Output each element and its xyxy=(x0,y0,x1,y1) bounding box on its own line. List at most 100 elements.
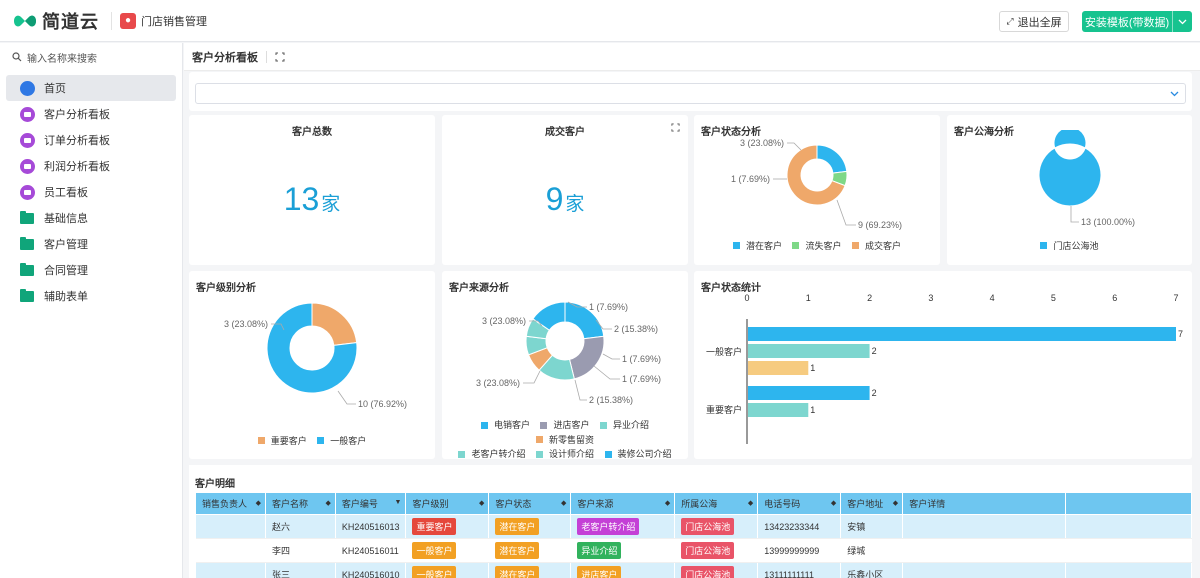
sidebar-item-order-dashboard[interactable]: 订单分析看板 xyxy=(6,127,176,153)
brand-logo[interactable]: 简道云 xyxy=(12,8,99,34)
folder-icon xyxy=(19,262,35,278)
sidebar-item-contract-management[interactable]: 合同管理 xyxy=(6,257,176,283)
legend-item[interactable]: 进店客户 xyxy=(540,418,590,432)
legend-item[interactable]: 重要客户 xyxy=(257,434,307,447)
sort-icon[interactable]: ◆ xyxy=(747,500,754,507)
dashboard-icon xyxy=(19,184,35,200)
filter-select[interactable] xyxy=(195,83,1186,104)
table-title: 客户明细 xyxy=(195,479,235,490)
exit-fullscreen-label: 退出全屏 xyxy=(1017,16,1062,29)
customer-table: 销售负责人 ◆ 客户名称 ◆ 客户编号 ▼ 客户级别 ◆ 客户状态 ◆ 客户来源 ◆ 所属公… xyxy=(195,492,1192,578)
chart-legend: 电销客户 进店客户 异业介绍 新零售留资 老客户转介绍 设计师介绍 装修公司介绍 xyxy=(442,418,688,462)
sort-desc-icon[interactable]: ▼ xyxy=(394,499,402,506)
pie-slice[interactable] xyxy=(266,302,358,394)
sidebar-item-basic-info[interactable]: 基础信息 xyxy=(6,205,176,231)
folder-icon xyxy=(19,236,35,252)
pie-slice[interactable] xyxy=(568,335,605,380)
chart-legend: 门店公海池 xyxy=(947,239,1192,252)
sort-icon[interactable]: ◆ xyxy=(664,500,671,507)
table-row[interactable]: 赵六 KH240516013 重要客户 潜在客户 老客户转介绍 门店公海池 13… xyxy=(195,514,1192,539)
fullscreen-icon[interactable] xyxy=(275,52,285,62)
folder-icon xyxy=(19,288,35,304)
bar[interactable] xyxy=(748,361,809,375)
legend-item[interactable]: 电销客户 xyxy=(480,418,530,432)
legend-label: 装修公司介绍 xyxy=(617,449,672,459)
expand-icon[interactable] xyxy=(671,123,680,135)
chart-card-status: 客户状态分析 3 (23.08%) 1 (7.69%) 9 (69.23%) 潜在客… xyxy=(694,115,940,265)
legend-item[interactable]: 成交客户 xyxy=(852,239,901,252)
bar[interactable] xyxy=(748,344,870,358)
y-category-label: 重要客户 xyxy=(706,404,742,415)
divider xyxy=(266,50,267,63)
column-header[interactable]: 客户编号 ▼ xyxy=(334,492,407,515)
label-leader-line xyxy=(1070,206,1079,223)
sidebar-search[interactable]: 输入名称来搜索 xyxy=(12,49,174,65)
sidebar-item-home[interactable]: 首页 xyxy=(6,75,176,101)
column-header[interactable]: 客户状态 ◆ xyxy=(488,492,572,515)
search-input[interactable]: 输入名称来搜索 xyxy=(27,53,97,65)
sort-icon[interactable]: ◆ xyxy=(830,500,837,507)
legend-item[interactable]: 新零售留资 xyxy=(535,433,594,447)
cell-status: 潜在客户 xyxy=(488,562,572,578)
install-template-label: 安装模板(带数据) xyxy=(1084,16,1170,29)
legend-swatch xyxy=(257,437,265,444)
sort-icon[interactable]: ◆ xyxy=(479,500,485,507)
table-row[interactable]: 张三 KH240516010 一般客户 潜在客户 进店客户 门店公海池 1311… xyxy=(195,562,1192,578)
legend-swatch xyxy=(480,421,488,429)
pie-slice[interactable] xyxy=(786,144,846,206)
sort-icon[interactable]: ◆ xyxy=(560,500,567,507)
legend-item[interactable]: 潜在客户 xyxy=(732,239,782,252)
sort-icon[interactable]: ◆ xyxy=(892,500,899,507)
pie-slice[interactable] xyxy=(816,144,848,174)
exit-fullscreen-button[interactable]: ⤢ 退出全屏 xyxy=(999,11,1069,32)
column-header[interactable]: 所属公海 ◆ xyxy=(674,492,759,515)
pie-slice[interactable] xyxy=(532,301,566,331)
table-row[interactable]: 李四 KH240516011 一般客户 潜在客户 异业介绍 门店公海池 1399… xyxy=(195,538,1192,563)
legend-item[interactable]: 流失客户 xyxy=(792,239,842,252)
chart-legend: 重要客户 一般客户 xyxy=(189,434,435,447)
column-header[interactable]: 客户详情 xyxy=(902,492,1067,515)
legend-swatch xyxy=(540,421,548,429)
pool-badge: 门店公海池 xyxy=(681,566,735,578)
app-name[interactable]: 门店销售管理 xyxy=(141,15,207,28)
column-header[interactable]: 电话号码 ◆ xyxy=(757,492,842,515)
sidebar-item-customer-management[interactable]: 客户管理 xyxy=(6,231,176,257)
legend-item[interactable]: 设计师介绍 xyxy=(535,447,594,461)
legend-item[interactable]: 异业介绍 xyxy=(600,418,649,432)
sidebar-item-customer-dashboard[interactable]: 客户分析看板 xyxy=(6,101,176,127)
slice-data-label: 1 (7.69%) xyxy=(731,174,770,184)
sidebar-item-aux-forms[interactable]: 辅助表单 xyxy=(6,283,176,309)
sort-icon[interactable]: ◆ xyxy=(255,500,261,507)
cell-level: 一般客户 xyxy=(405,538,490,563)
pie-slice[interactable] xyxy=(1038,130,1102,207)
column-header[interactable]: 客户级别 ◆ xyxy=(405,492,490,515)
bar[interactable] xyxy=(748,327,1176,341)
column-header[interactable]: 销售负责人 ◆ xyxy=(195,492,266,515)
cell-owner xyxy=(195,538,266,563)
legend-swatch xyxy=(317,437,325,444)
source-badge: 异业介绍 xyxy=(577,542,622,559)
x-tick-label: 5 xyxy=(1051,293,1056,303)
x-tick-label: 7 xyxy=(1173,293,1178,303)
sidebar-item-staff-dashboard[interactable]: 员工看板 xyxy=(6,179,176,205)
legend-item[interactable]: 一般客户 xyxy=(317,434,366,447)
pie-slice[interactable] xyxy=(311,302,358,346)
legend-item[interactable]: 装修公司介绍 xyxy=(604,447,672,461)
cell-owner xyxy=(195,562,266,578)
bar-data-label: 2 xyxy=(872,346,877,356)
column-header[interactable]: 客户名称 ◆ xyxy=(264,492,336,515)
install-template-button[interactable]: 安装模板(带数据) xyxy=(1082,11,1192,32)
sort-icon[interactable]: ◆ xyxy=(325,500,331,507)
column-header[interactable]: 客户来源 ◆ xyxy=(570,492,676,515)
sidebar: 输入名称来搜索 首页 客户分析看板 订单分析看板 利润分析看板 员工看板 基础信… xyxy=(0,43,183,578)
legend-swatch xyxy=(535,436,543,443)
legend-item[interactable]: 老客户转介绍 xyxy=(458,447,525,461)
sidebar-item-profit-dashboard[interactable]: 利润分析看板 xyxy=(6,153,176,179)
bar[interactable] xyxy=(748,386,870,400)
legend-item[interactable]: 门店公海池 xyxy=(1040,239,1099,252)
x-tick-label: 3 xyxy=(928,293,933,303)
chevron-down-icon[interactable] xyxy=(1172,11,1192,32)
bar[interactable] xyxy=(748,403,809,417)
column-header[interactable]: 客户地址 ◆ xyxy=(840,492,904,515)
